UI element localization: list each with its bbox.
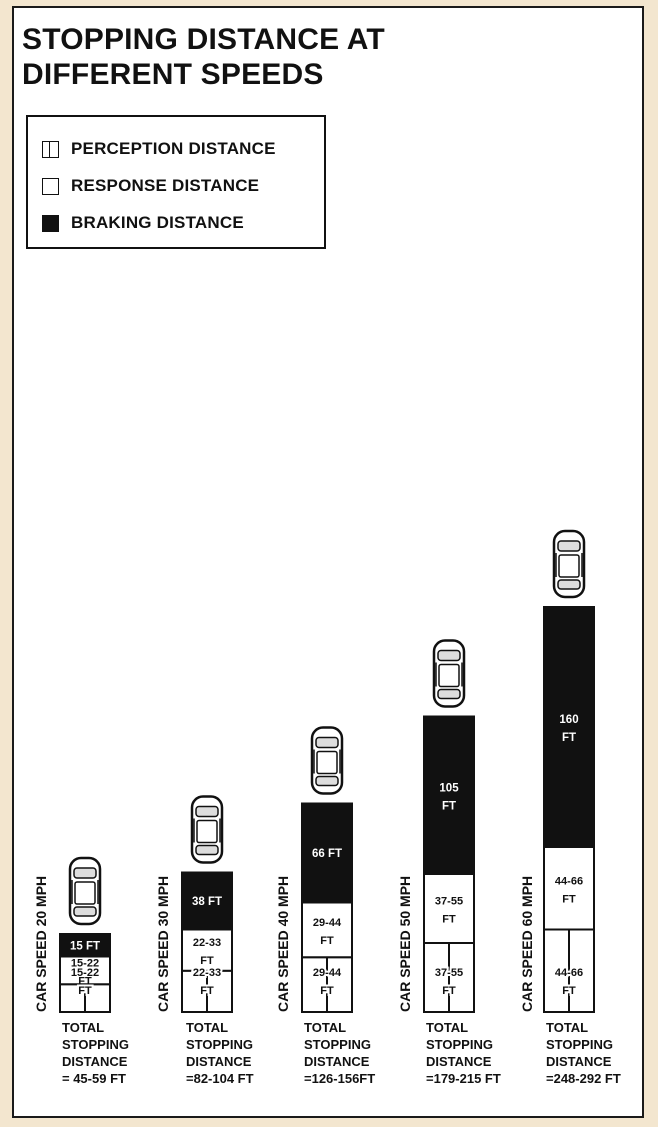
braking-bar — [181, 871, 233, 931]
braking-bar — [59, 933, 111, 958]
braking-label: 105 FT — [439, 782, 459, 812]
braking-swatch-icon — [42, 214, 59, 232]
braking-bar — [543, 606, 595, 848]
braking-bar — [301, 802, 353, 904]
response-label: 15-22 FT — [71, 957, 99, 987]
total-stopping-distance: TOTAL STOPPING DISTANCE =126-156FT — [304, 1020, 375, 1086]
car-icon — [190, 795, 224, 864]
total-stopping-distance: TOTAL STOPPING DISTANCE =179-215 FT — [426, 1020, 501, 1086]
braking-label: 66 FT — [312, 848, 342, 860]
braking-bar — [423, 715, 475, 875]
legend-item-response: RESPONSE DISTANCE — [42, 174, 259, 198]
car-icon — [432, 639, 466, 708]
perception-label: 29-44 FT — [313, 967, 342, 997]
perception-label: 22-33 FT — [193, 967, 221, 997]
braking-label: 15 FT — [70, 940, 100, 952]
legend-item-perception: PERCEPTION DISTANCE — [42, 137, 276, 161]
legend: PERCEPTION DISTANCE RESPONSE DISTANCE BR… — [26, 115, 326, 249]
total-stopping-distance: TOTAL STOPPING DISTANCE =248-292 FT — [546, 1020, 621, 1086]
response-label: 22-33 FT — [193, 937, 221, 967]
legend-label-perception: PERCEPTION DISTANCE — [71, 139, 276, 158]
response-bar — [301, 901, 353, 959]
speed-label: CAR SPEED 60 MPH — [519, 876, 535, 1012]
car-icon — [310, 726, 344, 795]
total-stopping-distance: TOTAL STOPPING DISTANCE = 45-59 FT — [62, 1020, 129, 1086]
response-bar — [543, 846, 595, 931]
perception-label: 44-66 FT — [555, 967, 583, 997]
speed-label: CAR SPEED 50 MPH — [397, 876, 413, 1012]
speed-label: CAR SPEED 40 MPH — [275, 876, 291, 1012]
legend-label-response: RESPONSE DISTANCE — [71, 176, 260, 195]
braking-label: 160 FT — [559, 714, 578, 744]
response-bar — [423, 873, 475, 944]
speed-label: CAR SPEED 30 MPH — [155, 876, 171, 1012]
response-label: 29-44 FT — [313, 917, 342, 947]
response-label: 37-55 FT — [435, 896, 463, 926]
braking-label: 38 FT — [192, 896, 222, 908]
car-icon — [552, 529, 586, 599]
legend-label-braking: BRAKING DISTANCE — [71, 213, 244, 232]
chart-title: STOPPING DISTANCE AT DIFFERENT SPEEDS — [22, 23, 385, 91]
legend-item-braking: BRAKING DISTANCE — [42, 211, 244, 235]
perception-swatch-icon — [42, 140, 59, 158]
total-stopping-distance: TOTAL STOPPING DISTANCE =82-104 FT — [186, 1020, 254, 1086]
speed-label: CAR SPEED 20 MPH — [33, 876, 49, 1012]
perception-label: 37-55 FT — [435, 967, 463, 997]
response-bar — [59, 955, 111, 986]
response-label: 44-66 FT — [555, 875, 583, 905]
car-icon — [68, 856, 102, 926]
response-bar — [181, 928, 233, 972]
response-swatch-icon — [42, 177, 59, 195]
perception-label: 15-22 FT — [71, 967, 99, 997]
